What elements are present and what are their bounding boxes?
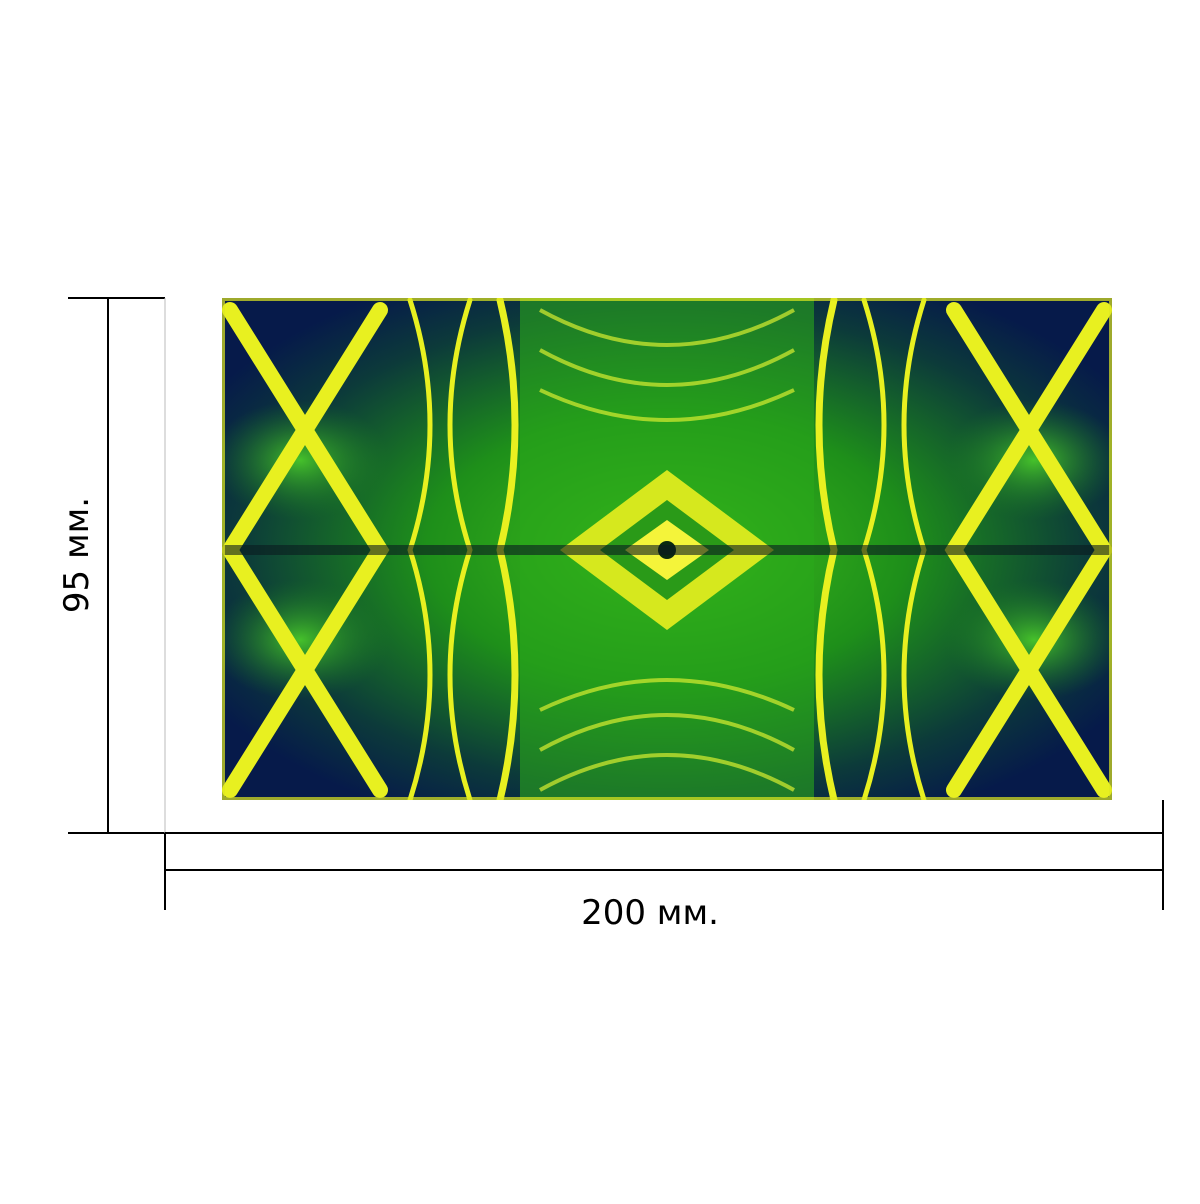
width-dimension [164,800,1164,910]
height-dimension [68,297,166,834]
height-label: 95 мм. [57,497,97,613]
width-label: 200 мм. [581,893,719,933]
product-image [222,298,1112,800]
